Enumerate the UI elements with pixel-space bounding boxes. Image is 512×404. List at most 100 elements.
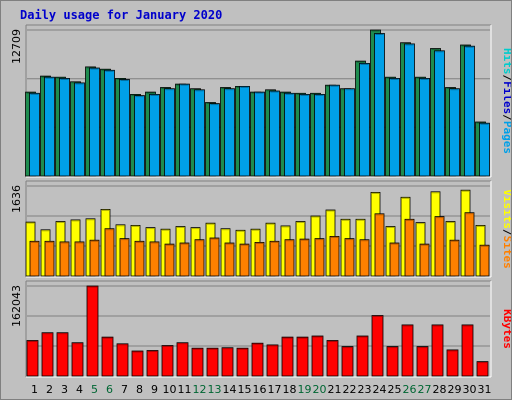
bar-files-day-28: [434, 50, 445, 177]
bar-sites-day-8: [134, 240, 145, 277]
bar-sites-day-25: [389, 242, 400, 277]
bar-kbytes-day-24: [371, 315, 384, 377]
bar-sites-day-24: [374, 213, 385, 277]
panel-legend: Visits/Sites: [501, 189, 511, 269]
bar-files-day-21: [329, 84, 340, 177]
bar-kbytes-day-14: [221, 347, 234, 377]
bar-sites-day-7: [119, 238, 130, 277]
bar-files-day-30: [464, 45, 475, 177]
bar-kbytes-day-10: [161, 345, 174, 377]
bar-kbytes-day-13: [206, 347, 219, 377]
bar-kbytes-day-28: [431, 324, 444, 377]
legend-kbytes: KBytes: [501, 309, 511, 349]
legend-separator: /: [501, 229, 511, 236]
x-tick-day-26: 26: [403, 383, 417, 396]
bar-sites-day-26: [404, 218, 415, 277]
bar-files-day-2: [44, 76, 55, 177]
bar-files-day-8: [134, 95, 145, 177]
x-tick-day-14: 14: [223, 383, 237, 396]
bar-sites-day-28: [434, 216, 445, 277]
bar-files-day-22: [344, 88, 355, 177]
bar-kbytes-day-22: [341, 346, 354, 377]
bar-files-day-17: [269, 90, 280, 177]
x-tick-day-19: 19: [298, 383, 312, 396]
bar-sites-day-6: [104, 228, 115, 277]
x-tick-day-6: 6: [106, 383, 113, 396]
bar-kbytes-day-17: [266, 344, 279, 377]
x-tick-day-25: 25: [388, 383, 402, 396]
bar-sites-day-21: [329, 235, 340, 277]
bar-kbytes-day-18: [281, 336, 294, 377]
bar-files-day-14: [224, 88, 235, 177]
bar-sites-day-12: [194, 239, 205, 277]
bar-kbytes-day-31: [476, 361, 489, 377]
x-axis: 1 2 3 4 5 6 7 8 9 10 11 12 13 14 15 16 17 18 19 20 21 22 23 24 2…: [31, 383, 492, 396]
bar-kbytes-day-23: [356, 335, 369, 377]
bar-kbytes-day-2: [41, 332, 54, 377]
bar-files-day-5: [89, 67, 100, 177]
x-tick-day-5: 5: [91, 383, 98, 396]
bar-files-day-23: [359, 63, 370, 177]
bar-files-day-7: [119, 79, 130, 177]
legend-separator: /: [501, 75, 511, 82]
bar-sites-day-14: [224, 242, 235, 277]
bar-sites-day-2: [44, 240, 55, 277]
bar-sites-day-18: [284, 239, 295, 277]
x-tick-day-31: 31: [478, 383, 492, 396]
x-tick-day-2: 2: [46, 383, 53, 396]
y-max-label: 12709: [10, 29, 23, 64]
bar-sites-day-5: [89, 239, 100, 277]
bar-files-day-9: [149, 94, 160, 177]
bar-files-day-11: [179, 83, 190, 177]
bar-sites-day-29: [449, 239, 460, 277]
bar-sites-day-22: [344, 238, 355, 277]
bar-sites-day-20: [314, 238, 325, 277]
bar-kbytes-day-4: [71, 342, 84, 377]
bar-kbytes-day-15: [236, 347, 249, 377]
legend-pages: Pages: [501, 121, 511, 154]
y-max-label: 162043: [10, 285, 23, 327]
x-tick-day-13: 13: [208, 383, 222, 396]
x-tick-day-29: 29: [448, 383, 462, 396]
bar-files-day-20: [314, 94, 325, 177]
bar-files-day-16: [254, 91, 265, 177]
panel-legend: Hits/Files/Pages: [501, 48, 511, 154]
bar-files-day-6: [104, 69, 115, 177]
x-tick-day-15: 15: [238, 383, 252, 396]
bar-files-day-24: [374, 33, 385, 177]
kbytes-panel: 162043 KBytes: [10, 280, 512, 378]
legend-files: Files: [501, 81, 511, 114]
x-tick-day-23: 23: [358, 383, 372, 396]
bar-kbytes-day-30: [461, 324, 474, 377]
bar-sites-day-16: [254, 241, 265, 277]
y-max-label: 1636: [10, 185, 23, 213]
bar-files-day-13: [209, 103, 220, 177]
x-tick-day-28: 28: [433, 383, 447, 396]
bar-sites-day-10: [164, 243, 175, 277]
visits-panel: 1636 Visits/Sites: [10, 180, 512, 278]
x-tick-day-7: 7: [121, 383, 128, 396]
bar-files-day-27: [419, 78, 430, 177]
bar-sites-day-3: [59, 241, 70, 277]
bar-files-day-15: [239, 86, 250, 177]
bar-files-day-18: [284, 92, 295, 177]
bar-kbytes-day-5: [86, 285, 99, 377]
bar-kbytes-day-1: [26, 340, 39, 377]
x-tick-day-27: 27: [418, 383, 432, 396]
legend-visits: Visits: [501, 189, 511, 229]
bar-kbytes-day-3: [56, 332, 69, 377]
bar-files-day-4: [74, 82, 85, 177]
bar-kbytes-day-7: [116, 343, 129, 377]
bar-kbytes-day-21: [326, 340, 339, 377]
x-tick-day-17: 17: [268, 383, 282, 396]
bar-kbytes-day-6: [101, 336, 114, 377]
x-tick-day-8: 8: [136, 383, 143, 396]
bar-files-day-29: [449, 88, 460, 177]
x-tick-day-1: 1: [31, 383, 38, 396]
x-tick-day-12: 12: [193, 383, 207, 396]
bar-sites-day-4: [74, 241, 85, 277]
bar-sites-day-30: [464, 212, 475, 277]
bar-sites-day-9: [149, 241, 160, 277]
bar-files-day-31: [479, 122, 490, 177]
